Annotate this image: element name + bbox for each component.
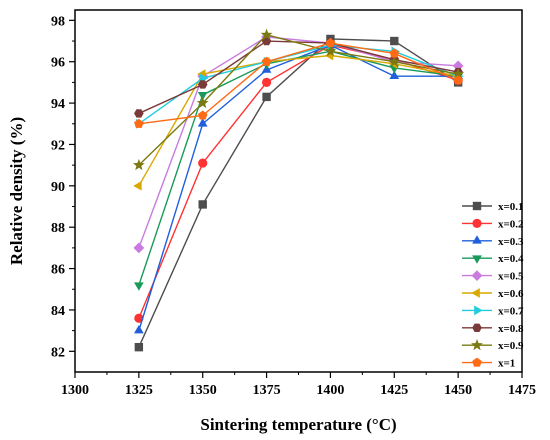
data-point <box>453 75 463 85</box>
legend-item: x=0.8 <box>462 323 524 335</box>
y-tick-label: 92 <box>51 138 65 153</box>
data-point <box>198 158 208 168</box>
legend-label: x=0.8 <box>498 323 524 335</box>
data-point <box>133 180 142 191</box>
legend-marker <box>471 288 480 298</box>
y-tick-label: 96 <box>51 56 65 71</box>
x-tick-label: 1300 <box>61 383 89 398</box>
legend-marker <box>472 235 482 244</box>
x-tick-label: 1400 <box>316 383 344 398</box>
data-point <box>325 38 336 48</box>
series-line <box>138 44 459 331</box>
legend-marker <box>472 255 482 264</box>
series-line <box>138 38 459 348</box>
legend-item: x=0.9 <box>462 339 524 352</box>
legend-marker <box>472 218 482 228</box>
data-point <box>133 242 145 254</box>
legend-item: x=0.7 <box>462 305 524 317</box>
series-group <box>132 28 465 352</box>
data-point <box>134 282 144 291</box>
series-x=0.6 <box>133 50 461 191</box>
legend-item: x=0.4 <box>462 253 524 265</box>
data-point <box>261 77 272 87</box>
y-tick-label: 90 <box>51 180 65 195</box>
series-line <box>138 42 459 125</box>
series-line <box>138 54 459 187</box>
data-point <box>262 92 271 102</box>
data-point <box>389 48 400 58</box>
legend-label: x=1 <box>498 358 515 370</box>
y-tick-label: 88 <box>51 221 65 236</box>
series-line <box>138 40 459 115</box>
legend-label: x=0.9 <box>498 340 524 352</box>
data-point <box>197 110 208 120</box>
series-line <box>138 50 459 286</box>
legend-label: x=0.3 <box>498 236 524 248</box>
data-point <box>197 80 208 89</box>
x-tick-label: 1475 <box>508 383 536 398</box>
legend-marker <box>472 357 482 367</box>
legend: x=0.1 x=0.2 x=0.3 x=0.4 x=0.5 x=0.6 x=0.7 x=0.8… <box>462 201 524 370</box>
legend-item: x=1 <box>462 357 515 370</box>
legend-label: x=0.6 <box>498 288 524 300</box>
series-line <box>138 44 459 125</box>
series-x=0.9 <box>132 28 465 171</box>
legend-marker <box>472 323 482 332</box>
x-tick-label: 1450 <box>444 383 472 398</box>
data-point <box>134 109 144 118</box>
y-tick-label: 94 <box>51 97 65 112</box>
data-point <box>196 96 209 109</box>
data-point <box>324 45 337 57</box>
y-tick-label: 82 <box>51 345 65 360</box>
data-point <box>261 56 272 66</box>
legend-marker <box>474 305 483 316</box>
series-x=0.8 <box>134 36 463 118</box>
data-point <box>134 325 144 334</box>
x-tick-label: 1325 <box>125 383 153 398</box>
series-x=0.4 <box>134 48 463 291</box>
y-axis-title: Relative density (%) <box>7 117 26 265</box>
legend-item: x=0.5 <box>462 270 524 283</box>
legend-label: x=0.7 <box>498 305 524 317</box>
series-x=0.1 <box>134 34 463 352</box>
series-line <box>138 44 459 319</box>
data-point <box>134 342 144 352</box>
data-point <box>132 158 145 171</box>
legend-label: x=0.1 <box>498 201 524 213</box>
y-tick-label: 86 <box>51 263 65 278</box>
x-tick-label: 1350 <box>189 383 217 398</box>
series-x=0.2 <box>134 40 463 323</box>
data-point <box>198 200 207 209</box>
data-point <box>389 70 400 79</box>
data-point <box>134 118 144 128</box>
series-line <box>138 34 459 166</box>
data-point <box>388 55 401 67</box>
y-tick-label: 98 <box>51 14 65 29</box>
legend-marker <box>472 201 482 211</box>
legend-item: x=0.6 <box>462 288 524 300</box>
data-point <box>197 118 208 127</box>
legend-item: x=0.1 <box>462 201 524 213</box>
data-point <box>260 28 273 40</box>
data-point <box>452 67 465 80</box>
legend-label: x=0.2 <box>498 218 524 230</box>
series-x=0.5 <box>133 31 464 254</box>
data-point <box>197 92 208 101</box>
y-tick-label: 84 <box>51 304 65 319</box>
data-point <box>390 36 399 46</box>
legend-label: x=0.5 <box>498 271 524 283</box>
series-x=1 <box>134 38 463 128</box>
legend-item: x=0.2 <box>462 218 524 230</box>
series-x=0.3 <box>134 39 463 334</box>
legend-marker <box>471 339 483 351</box>
x-tick-label: 1375 <box>253 383 281 398</box>
legend-item: x=0.3 <box>462 235 524 248</box>
plot-area: 1300 1325 1350 1375 1400 1425 1450 1475 82 84 86 88… <box>51 9 536 398</box>
legend-label: x=0.4 <box>498 253 524 265</box>
x-axis-title: Sintering temperature (°C) <box>200 415 396 434</box>
x-tick-label: 1425 <box>380 383 408 398</box>
data-point <box>134 313 144 323</box>
legend-marker <box>471 270 483 281</box>
